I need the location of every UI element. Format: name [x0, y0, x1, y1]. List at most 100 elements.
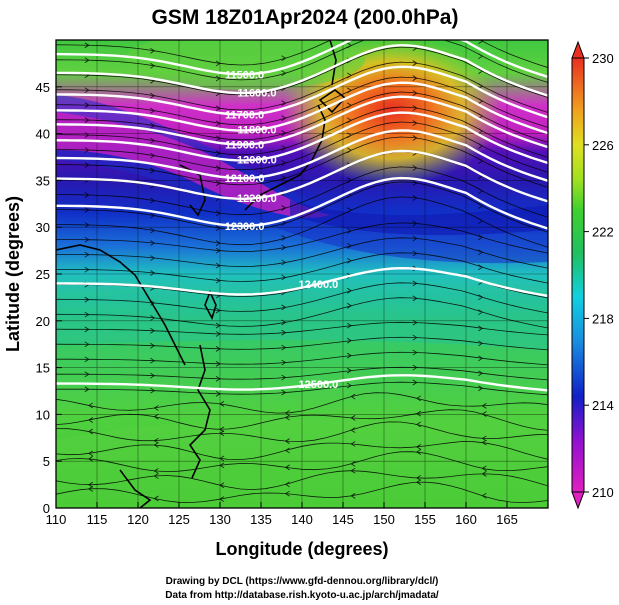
x-tick-label: 115 — [87, 512, 108, 527]
wind-arrow — [481, 492, 487, 499]
wind-arrow — [150, 62, 156, 69]
streamline — [56, 451, 548, 473]
streamline — [56, 237, 548, 269]
wind-arrow — [284, 410, 290, 416]
wind-arrow — [350, 493, 356, 499]
wind-arrow — [478, 234, 484, 241]
wind-arrow — [478, 203, 484, 209]
contour-line — [56, 266, 548, 298]
contour-line — [56, 111, 548, 165]
wind-arrow — [150, 342, 156, 349]
wind-arrow — [219, 426, 225, 433]
wind-arrow — [84, 222, 90, 228]
wind-arrow — [412, 165, 418, 171]
contour-line — [56, 65, 548, 119]
cold-core-magenta — [56, 112, 330, 218]
wind-arrow — [215, 331, 221, 337]
wind-arrow — [413, 31, 417, 36]
contour-label: 11900.0 — [225, 140, 264, 152]
wind-arrow — [346, 287, 352, 294]
wind-arrow — [215, 361, 221, 367]
wind-arrow — [481, 471, 487, 477]
wind-arrow — [150, 197, 156, 204]
wind-arrow — [346, 87, 352, 94]
y-tick-label: 10 — [36, 407, 50, 422]
wind-arrow — [84, 341, 90, 348]
wind-arrow — [215, 240, 221, 246]
wind-arrow — [281, 175, 287, 181]
wind-arrow — [281, 244, 287, 251]
wind-arrow — [281, 205, 287, 211]
colorbar-tick-label: 210 — [592, 485, 614, 500]
wind-arrow — [219, 462, 225, 469]
wind-arrow — [346, 72, 352, 79]
wind-arrow — [281, 130, 287, 136]
wind-arrow — [478, 340, 484, 347]
y-tick-label: 15 — [36, 361, 50, 376]
wind-arrow — [346, 302, 352, 309]
y-tick-label: 30 — [36, 220, 50, 235]
wind-arrow — [84, 87, 90, 94]
wind-arrow — [281, 70, 287, 77]
wind-arrow — [215, 105, 221, 112]
wind-arrow — [150, 300, 156, 306]
wind-arrow — [84, 132, 90, 138]
wind-arrow — [215, 390, 221, 397]
wind-arrow — [346, 382, 352, 389]
contour-label: 11700.0 — [225, 110, 264, 122]
contour-label: 12000.0 — [237, 155, 277, 167]
wind-arrow — [478, 294, 484, 301]
wind-arrow — [416, 479, 422, 486]
wind-arrow — [346, 367, 352, 374]
wind-arrow — [88, 402, 94, 409]
wind-arrow — [215, 60, 221, 67]
wind-arrow — [215, 247, 221, 254]
wind-arrow — [284, 438, 290, 444]
wind-arrow — [88, 456, 94, 462]
wind-arrow — [281, 374, 287, 381]
colorbar-max-arrow — [571, 40, 585, 59]
streamline — [56, 106, 548, 158]
wind-arrow — [281, 100, 287, 106]
coast-sakhalin — [329, 40, 337, 86]
y-tick-label: 25 — [36, 267, 50, 282]
wind-arrow — [150, 137, 156, 144]
streamline — [56, 409, 548, 431]
wind-arrow — [153, 442, 159, 448]
wind-arrow — [281, 389, 287, 396]
wind-arrow — [84, 192, 90, 198]
x-tick-label: 150 — [373, 512, 395, 527]
x-axis-ticks: 110 115 120 125 130 135 140 145 150 155 160 165 — [46, 502, 518, 527]
wind-arrow — [478, 218, 484, 224]
wind-arrow — [215, 346, 221, 352]
wind-arrow — [281, 274, 287, 281]
x-tick-label: 165 — [496, 512, 518, 527]
wind-arrow — [150, 372, 156, 379]
wind-arrow — [478, 128, 484, 134]
streamline — [56, 282, 548, 314]
wind-arrow — [478, 309, 484, 315]
wind-arrow — [215, 135, 221, 142]
wind-arrow — [478, 40, 484, 45]
wind-arrow — [416, 475, 422, 481]
wind-arrow — [281, 145, 287, 151]
wind-arrow — [346, 117, 352, 124]
wind-arrow — [346, 42, 352, 49]
streamline — [56, 166, 548, 218]
streamline — [56, 252, 548, 284]
wind-arrow — [416, 395, 422, 402]
wind-arrow — [346, 322, 352, 329]
streamline — [56, 121, 548, 173]
wind-arrow — [346, 257, 352, 264]
y-tick-label: 5 — [43, 454, 50, 469]
colorbar-tick-label: 214 — [592, 398, 614, 413]
wind-arrow — [478, 325, 484, 332]
wind-arrow — [150, 152, 156, 159]
y-tick-label: 40 — [36, 127, 50, 142]
wind-arrow — [150, 387, 156, 394]
colorbar-tick-label: 222 — [592, 225, 614, 240]
wind-arrow — [84, 236, 90, 243]
y-tick-label: 45 — [36, 80, 50, 95]
streamline — [56, 91, 548, 143]
wind-arrow — [412, 379, 418, 386]
